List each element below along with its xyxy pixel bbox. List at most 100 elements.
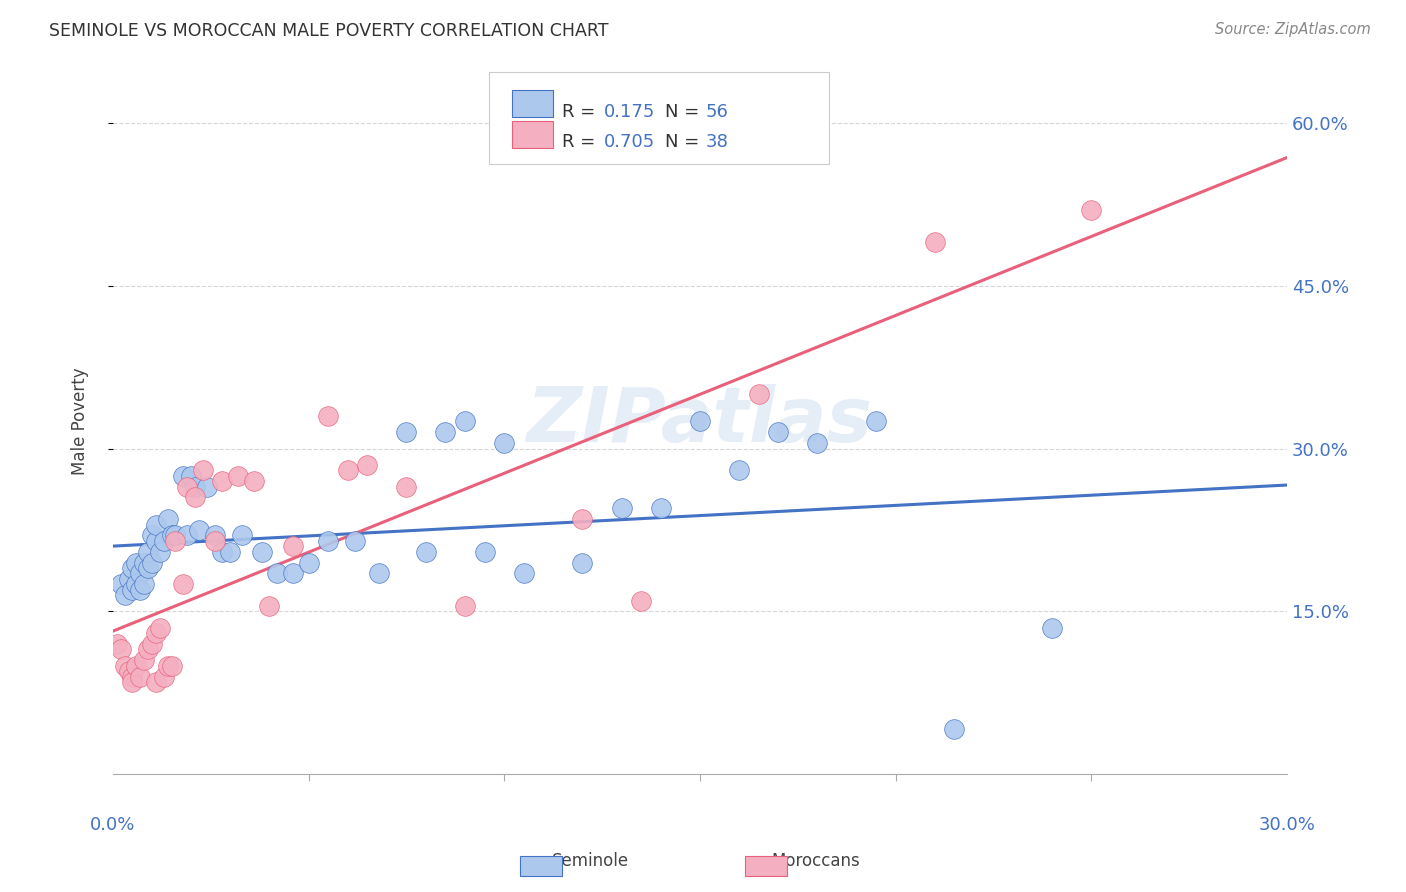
Point bbox=[125, 556, 148, 570]
Point bbox=[259, 599, 281, 613]
Text: 0.705: 0.705 bbox=[603, 134, 655, 152]
Point bbox=[145, 517, 167, 532]
Point bbox=[250, 544, 273, 558]
Point bbox=[184, 491, 207, 505]
Point bbox=[134, 577, 156, 591]
Point bbox=[117, 664, 139, 678]
Point bbox=[395, 425, 418, 440]
Point bbox=[748, 387, 770, 401]
Point bbox=[165, 528, 187, 542]
Point bbox=[160, 658, 183, 673]
Text: Seminole: Seminole bbox=[553, 852, 628, 870]
Text: Source: ZipAtlas.com: Source: ZipAtlas.com bbox=[1215, 22, 1371, 37]
Point bbox=[187, 523, 209, 537]
Point bbox=[136, 561, 159, 575]
Point bbox=[114, 588, 136, 602]
Point bbox=[689, 414, 711, 428]
Text: Moroccans: Moroccans bbox=[770, 852, 860, 870]
Point bbox=[226, 468, 249, 483]
Text: 0.0%: 0.0% bbox=[90, 815, 135, 833]
Point bbox=[454, 599, 477, 613]
Point bbox=[242, 474, 264, 488]
Point bbox=[156, 512, 179, 526]
Point bbox=[494, 436, 516, 450]
Point bbox=[806, 436, 828, 450]
Point bbox=[336, 463, 359, 477]
Point bbox=[434, 425, 457, 440]
Point bbox=[924, 235, 946, 250]
Text: 56: 56 bbox=[706, 103, 728, 121]
Text: 30.0%: 30.0% bbox=[1258, 815, 1315, 833]
FancyBboxPatch shape bbox=[488, 72, 830, 164]
Point bbox=[114, 658, 136, 673]
Point bbox=[117, 572, 139, 586]
Point bbox=[943, 722, 966, 736]
Point bbox=[728, 463, 751, 477]
Point bbox=[454, 414, 477, 428]
Point bbox=[344, 533, 367, 548]
Point bbox=[211, 474, 233, 488]
Text: R =: R = bbox=[562, 134, 602, 152]
Point bbox=[145, 626, 167, 640]
Point bbox=[650, 501, 672, 516]
Point bbox=[172, 468, 194, 483]
Point bbox=[129, 582, 152, 597]
Point bbox=[184, 479, 207, 493]
Point bbox=[165, 533, 187, 548]
Point bbox=[571, 556, 593, 570]
Point bbox=[110, 577, 132, 591]
Point bbox=[316, 533, 339, 548]
Point bbox=[172, 577, 194, 591]
Point bbox=[152, 533, 174, 548]
Point bbox=[474, 544, 496, 558]
Point bbox=[865, 414, 887, 428]
Point bbox=[121, 561, 143, 575]
Point bbox=[204, 533, 226, 548]
Point bbox=[211, 544, 233, 558]
Text: R =: R = bbox=[562, 103, 602, 121]
FancyBboxPatch shape bbox=[512, 120, 553, 147]
Point bbox=[368, 566, 391, 581]
Point bbox=[1040, 621, 1063, 635]
Point bbox=[415, 544, 437, 558]
Point bbox=[121, 582, 143, 597]
Point bbox=[134, 556, 156, 570]
Point bbox=[219, 544, 242, 558]
Point bbox=[266, 566, 288, 581]
Point bbox=[571, 512, 593, 526]
Point bbox=[395, 479, 418, 493]
Point bbox=[231, 528, 253, 542]
Point bbox=[129, 669, 152, 683]
Point bbox=[513, 566, 536, 581]
Text: N =: N = bbox=[665, 134, 704, 152]
Text: ZIPatlas: ZIPatlas bbox=[527, 384, 873, 458]
Y-axis label: Male Poverty: Male Poverty bbox=[72, 368, 89, 475]
Point bbox=[610, 501, 633, 516]
Point bbox=[141, 556, 163, 570]
Point bbox=[152, 669, 174, 683]
Point bbox=[191, 463, 214, 477]
Point bbox=[156, 658, 179, 673]
Point bbox=[141, 637, 163, 651]
Point bbox=[630, 593, 652, 607]
Point bbox=[134, 653, 156, 667]
Text: N =: N = bbox=[665, 103, 704, 121]
Point bbox=[121, 669, 143, 683]
Text: SEMINOLE VS MOROCCAN MALE POVERTY CORRELATION CHART: SEMINOLE VS MOROCCAN MALE POVERTY CORREL… bbox=[49, 22, 609, 40]
Point bbox=[281, 539, 304, 553]
Point bbox=[281, 566, 304, 581]
Point bbox=[1080, 202, 1102, 217]
Point bbox=[176, 479, 198, 493]
Point bbox=[125, 577, 148, 591]
Text: 38: 38 bbox=[706, 134, 728, 152]
Point bbox=[121, 675, 143, 690]
Point bbox=[195, 479, 218, 493]
Point bbox=[136, 544, 159, 558]
Point bbox=[110, 642, 132, 657]
FancyBboxPatch shape bbox=[512, 90, 553, 117]
Point bbox=[297, 556, 319, 570]
Point bbox=[180, 468, 202, 483]
Text: 0.175: 0.175 bbox=[603, 103, 655, 121]
Point bbox=[160, 528, 183, 542]
Point bbox=[204, 528, 226, 542]
